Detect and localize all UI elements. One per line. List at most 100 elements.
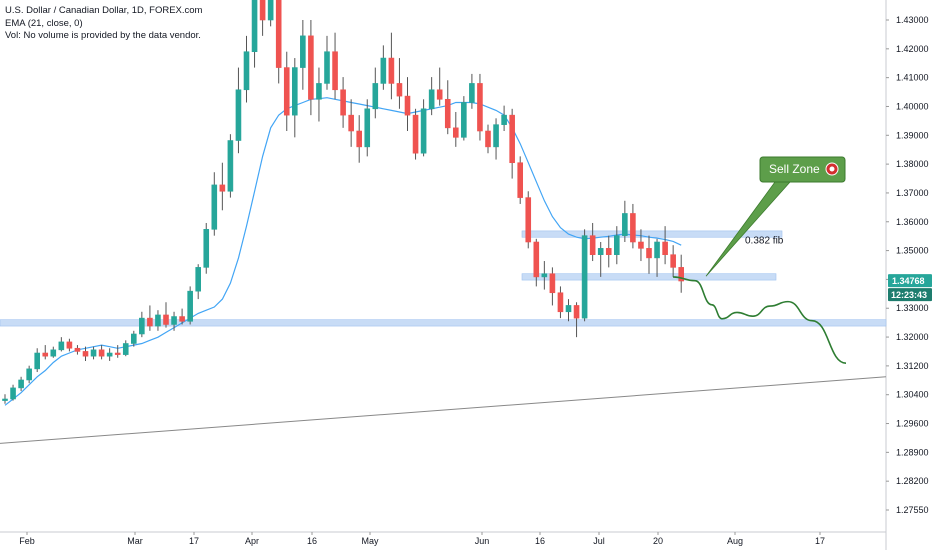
candle-body	[243, 51, 250, 91]
candle-body	[420, 108, 427, 154]
candle-body	[356, 130, 363, 148]
support-resistance-zone	[0, 319, 887, 327]
candle	[485, 124, 491, 154]
sell-zone-label: Sell Zone	[769, 162, 820, 176]
candle-body	[340, 89, 346, 116]
time-tick-label: 17	[189, 536, 199, 546]
candle-body	[436, 89, 443, 100]
time-tick-label: 16	[307, 536, 317, 546]
candle-body	[283, 67, 290, 116]
candle	[308, 20, 314, 116]
candle-body	[211, 184, 218, 230]
callout-layer[interactable]: Sell Zone	[705, 156, 846, 277]
candle-body	[66, 341, 73, 349]
candle-body	[493, 124, 499, 148]
time-tick-label: Jul	[593, 536, 605, 546]
candle-body	[525, 197, 532, 243]
candle-body	[638, 241, 644, 249]
candle-body	[412, 114, 419, 154]
time-tick-label: Mar	[127, 536, 143, 546]
candle	[638, 229, 644, 262]
candle	[283, 51, 290, 132]
candle-body	[461, 102, 467, 138]
time-tick-label: Aug	[727, 536, 743, 546]
candle	[589, 222, 596, 262]
candle	[251, 0, 258, 68]
candle	[565, 299, 572, 322]
candle-body	[259, 0, 266, 21]
price-tick-label: 1.37000	[896, 188, 929, 198]
last-price-badges: 1.34768 12:23:43	[888, 274, 932, 302]
candle-body	[10, 387, 16, 400]
candle	[404, 77, 411, 132]
candle-body	[300, 35, 306, 68]
candle-body	[203, 229, 210, 268]
candle-body	[646, 248, 652, 259]
candle	[147, 305, 153, 331]
candle	[2, 394, 8, 404]
price-tick-label: 1.38000	[896, 159, 929, 169]
candle-body	[380, 57, 387, 84]
candle	[243, 35, 250, 103]
candle	[613, 226, 620, 265]
time-tick-label: Feb	[19, 536, 35, 546]
candle-body	[630, 213, 636, 243]
candle-layer	[2, 0, 685, 404]
candle-body	[565, 305, 572, 313]
candle	[171, 311, 177, 331]
candle-body	[396, 83, 403, 97]
candle	[622, 200, 628, 243]
candle	[139, 311, 145, 338]
candle	[50, 346, 57, 358]
candle-body	[364, 108, 371, 148]
candle-body	[227, 140, 234, 192]
candle	[670, 245, 676, 277]
time-tick-label: Jun	[475, 536, 490, 546]
candle	[195, 264, 201, 300]
candle-body	[477, 83, 483, 132]
candle-body	[541, 273, 548, 278]
candle-body	[573, 305, 580, 319]
candle	[541, 261, 548, 290]
time-tick-label: 16	[535, 536, 545, 546]
candle-body	[58, 341, 65, 351]
price-tick-label: 1.39000	[896, 130, 929, 140]
candle-body	[388, 57, 395, 84]
sell-zone-callout-box[interactable]	[759, 156, 846, 183]
time-tick-label: Apr	[245, 536, 259, 546]
candle-body	[517, 162, 524, 198]
candle	[219, 162, 226, 211]
candle	[517, 156, 524, 204]
candle-body	[251, 0, 258, 53]
candle	[412, 108, 419, 160]
time-tick-label: 20	[653, 536, 663, 546]
candle-body	[332, 51, 338, 91]
time-axis[interactable]: Feb Mar 17 Apr 16 May Jun 16 Jul 20 Aug 17	[19, 532, 825, 546]
candle-body	[533, 241, 540, 278]
candle	[654, 238, 660, 277]
candle-body	[678, 267, 685, 282]
candle-body	[316, 83, 322, 100]
price-tick-label: 1.40000	[896, 101, 929, 111]
support-resistance-zone	[521, 273, 777, 281]
candle	[509, 108, 515, 179]
legend-ema[interactable]: EMA (21, close, 0)	[5, 17, 83, 29]
candle	[114, 345, 121, 358]
chart-legend: U.S. Dollar / Canadian Dollar, 1D, FOREX…	[5, 5, 202, 43]
candle	[396, 58, 403, 109]
fib-label: 0.382 fib	[745, 236, 784, 247]
candle	[597, 242, 604, 277]
price-tick-label: 1.28900	[896, 447, 929, 457]
candle	[74, 345, 81, 355]
candle-body	[275, 0, 282, 68]
candle	[163, 302, 169, 328]
candle	[477, 73, 483, 141]
candle	[452, 111, 459, 147]
candle	[187, 286, 193, 325]
legend-symbol[interactable]: U.S. Dollar / Canadian Dollar, 1D, FOREX…	[5, 5, 203, 16]
candle	[420, 99, 427, 157]
countdown-badge	[888, 288, 932, 302]
candle-body	[557, 292, 564, 313]
